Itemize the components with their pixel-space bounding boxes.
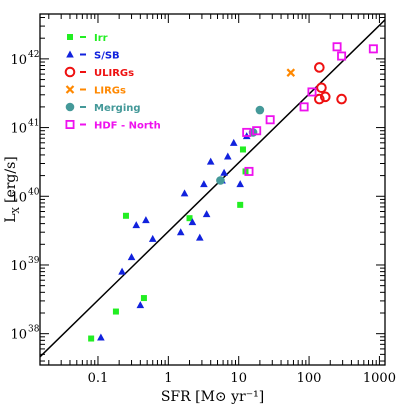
legend-entry: HDF - North [65,120,161,132]
data-point [220,168,228,176]
y-tick-label: 10 [10,190,27,205]
data-point [180,189,189,197]
legend-label: LIRGs [94,86,126,97]
legend-marker [65,102,75,112]
data-point [314,93,325,105]
data-point [229,138,238,146]
data-point [118,267,126,275]
x-tick-label: 1000 [363,371,396,386]
data-point [299,102,309,112]
data-point [337,51,347,61]
data-point [142,216,150,224]
data-point [242,127,252,137]
data-point [237,201,244,208]
legend-marker [67,34,73,40]
fit-line [40,19,385,358]
x-tick-label: 100 [297,371,322,386]
y-tick-exponent: 42 [28,50,39,60]
data-point [112,308,119,315]
data-point [316,82,327,94]
legend-marker [65,120,75,130]
data-point [252,126,262,136]
legend-marker [65,85,75,94]
legend-label: Merging [94,103,141,114]
y-tick-label: 10 [10,328,27,343]
y-axis-label: LX [erg/s] [3,156,22,222]
data-point [196,233,204,241]
data-point [216,176,225,185]
data-point [286,68,296,77]
legend-entry: Merging [65,102,141,114]
data-point [314,62,325,73]
y-tick-exponent: 41 [28,119,39,129]
plot-frame [39,13,386,366]
series-1 [97,132,251,341]
data-point [319,91,331,103]
y-tick-label: 10 [10,53,27,68]
series-2 [314,62,347,105]
legend-entry: Irr [67,33,108,44]
legend-label: HDF - North [94,121,161,132]
x-tick-label: 10 [230,371,247,386]
data-point [202,210,211,218]
x-axis-label: SFR [M⊙ yr⁻¹] [161,389,264,405]
series-3 [286,68,296,77]
legend-marker [66,50,74,58]
legend-label: S/SB [94,51,120,62]
data-point [122,212,129,219]
legend-entry: LIRGs [65,85,126,97]
x-tick-label: 1 [164,371,172,386]
data-point [132,221,141,229]
data-point [236,180,244,188]
data-point [244,166,254,176]
data-point [368,44,378,54]
data-point [88,335,95,342]
y-tick-exponent: 38 [28,325,40,335]
legend-label: ULIRGs [94,68,134,79]
data-point [265,115,275,125]
x-tick-label: 0.1 [88,371,109,386]
svg-text:LX[erg/s]: LX [erg/s] [3,156,22,222]
y-axis-label-main: L [3,213,19,222]
legend-label: Irr [94,33,108,44]
legend-entry: ULIRGs [64,66,134,79]
data-point [307,87,317,97]
y-axis-label-sub: X [12,206,22,213]
data-point [176,228,185,236]
y-tick-label: 10 [10,259,27,274]
data-point [336,93,347,105]
data-point [239,146,246,153]
data-point [140,295,147,302]
data-point [224,152,232,160]
data-point [200,180,208,188]
data-point [255,105,265,115]
data-point [97,333,105,341]
y-axis-label-unit: [erg/s] [3,156,19,203]
y-tick-exponent: 40 [28,187,40,197]
data-point [188,218,197,226]
data-point [148,234,157,242]
legend-marker [64,66,76,78]
data-point [186,215,193,222]
y-tick-label: 10 [10,122,27,137]
data-point [136,301,145,309]
data-point [332,42,342,52]
legend-entry: S/SB [66,50,120,62]
data-point [206,157,215,165]
data-point [127,253,136,261]
y-tick-exponent: 39 [28,256,40,266]
series-5 [242,42,378,176]
